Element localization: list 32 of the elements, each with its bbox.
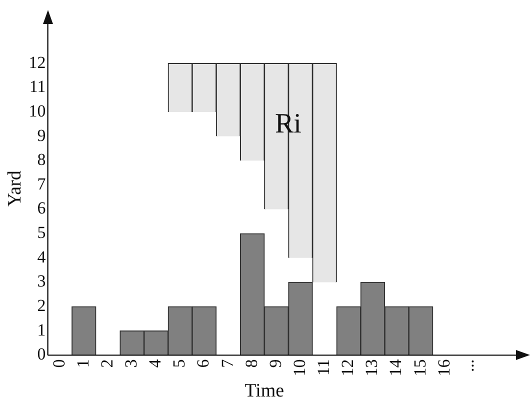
y-tick-label: 6: [37, 198, 46, 218]
x-tick-label: 12: [338, 359, 358, 376]
x-tick-label: 16: [434, 359, 454, 376]
x-tick-label: 7: [218, 358, 237, 368]
x-tick-label: 6: [194, 359, 213, 368]
x-tick-label: ...: [458, 359, 478, 372]
y-tick-label: 1: [37, 320, 46, 340]
x-tick-label: 0: [49, 359, 68, 368]
x-tick-label: 13: [362, 359, 382, 376]
x-tick-label: 9: [266, 359, 285, 368]
x-tick-label: 1: [73, 359, 92, 368]
y-tick-label: 11: [29, 77, 46, 96]
x-tick-label: 14: [386, 358, 406, 376]
x-axis-title: Time: [244, 380, 284, 402]
y-tick-label: 9: [37, 126, 46, 145]
y-tick-label: 12: [28, 52, 46, 72]
x-tick-label: 8: [242, 359, 261, 368]
y-tick-label: 8: [37, 150, 46, 170]
x-tick-label: 11: [314, 359, 334, 376]
x-tick-label: 10: [290, 359, 309, 376]
y-tick-label: 2: [37, 296, 46, 316]
y-tick-label: 7: [37, 174, 46, 194]
x-tick-label: 4: [146, 358, 165, 368]
y-tick-label: 10: [28, 101, 46, 120]
y-tick-label: 5: [37, 223, 46, 242]
x-tick-label: 15: [410, 359, 430, 376]
y-tick-label: 3: [37, 272, 46, 291]
y-axis-title: Yard: [4, 170, 26, 207]
x-tick-label: 5: [170, 359, 189, 368]
y-tick-label: 4: [37, 247, 46, 266]
x-tick-label: 2: [97, 359, 116, 368]
x-tick-label: 3: [122, 359, 140, 368]
